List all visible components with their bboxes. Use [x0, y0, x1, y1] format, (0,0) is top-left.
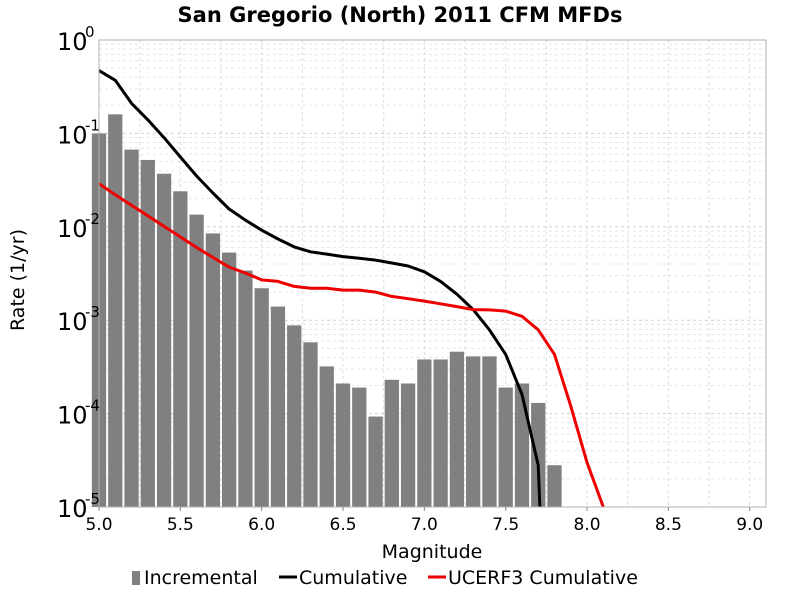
y-tick-exponent: -4	[85, 397, 100, 415]
incremental-bar	[287, 325, 302, 507]
y-tick-base: 10	[57, 28, 88, 56]
y-tick-label: 100	[57, 23, 95, 56]
y-axis-label: Rate (1/yr)	[7, 229, 29, 331]
y-tick-base: 10	[57, 121, 88, 149]
y-tick-label: 10-3	[57, 303, 100, 336]
incremental-bar	[384, 379, 399, 507]
incremental-bar	[547, 465, 562, 507]
incremental-bar	[417, 359, 432, 507]
incremental-bar	[433, 359, 448, 507]
x-tick-label: 6.0	[248, 515, 275, 535]
y-tick-base: 10	[57, 308, 88, 336]
incremental-bar	[205, 233, 221, 507]
y-tick-label: 10-4	[57, 397, 100, 430]
y-tick-exponent: -3	[85, 303, 100, 321]
incremental-bar	[466, 356, 481, 507]
legend-label: Incremental	[144, 567, 258, 589]
incremental-bar	[189, 214, 204, 507]
bars	[91, 114, 562, 508]
x-tick-label: 8.5	[655, 515, 682, 535]
chart-title: San Gregorio (North) 2011 CFM MFDs	[178, 3, 623, 27]
y-tick-base: 10	[57, 215, 88, 243]
legend-label: Cumulative	[299, 567, 407, 589]
x-tick-label: 5.5	[167, 515, 194, 535]
incremental-bar	[140, 159, 155, 507]
incremental-bar	[254, 288, 269, 507]
y-tick-exponent: -1	[85, 116, 100, 134]
y-tick-base: 10	[57, 495, 88, 523]
y-tick-exponent: 0	[85, 23, 95, 41]
incremental-bar	[400, 383, 416, 507]
legend-ucerf3-cumulative: UCERF3 Cumulative	[428, 567, 638, 589]
legend: Incremental Cumulative UCERF3 Cumulative	[132, 567, 638, 589]
incremental-bar	[514, 383, 530, 507]
incremental-bar	[531, 402, 546, 507]
ucerf3-cumulative-line	[98, 182, 605, 508]
legend-swatch	[132, 571, 140, 585]
y-tick-label: 10-1	[57, 116, 100, 149]
incremental-bar	[352, 387, 367, 507]
x-axis: 5.0 5.5 6.0 6.5 7.0 7.5 8.0 8.5 9.0	[85, 507, 763, 535]
y-tick-exponent: -2	[85, 210, 100, 228]
x-tick-label: 9.0	[736, 515, 763, 535]
incremental-bar	[270, 306, 286, 507]
incremental-bar	[319, 366, 334, 507]
incremental-bar	[498, 387, 513, 507]
incremental-bar	[368, 416, 383, 507]
legend-incremental: Incremental	[132, 567, 258, 589]
x-tick-label: 6.5	[330, 515, 357, 535]
y-tick-label: 10-2	[57, 210, 100, 243]
x-tick-label: 7.5	[492, 515, 519, 535]
incremental-bar	[335, 383, 351, 507]
series-lines	[98, 69, 605, 508]
cumulative-line	[98, 69, 542, 508]
incremental-bar	[238, 270, 253, 507]
x-tick-label: 7.0	[411, 515, 438, 535]
x-tick-label: 8.0	[574, 515, 601, 535]
incremental-bar	[303, 342, 318, 507]
y-tick-label: 10-5	[57, 490, 100, 523]
incremental-bar	[482, 356, 497, 507]
x-axis-label: Magnitude	[382, 541, 483, 563]
x-tick-label: 5.0	[85, 515, 112, 535]
y-tick-base: 10	[57, 402, 88, 430]
plot-frame	[98, 39, 767, 508]
incremental-bar	[173, 191, 188, 507]
incremental-bar	[222, 252, 237, 507]
incremental-bar	[124, 149, 139, 508]
incremental-bar	[156, 173, 172, 507]
incremental-bar	[449, 351, 465, 507]
legend-cumulative: Cumulative	[279, 567, 407, 589]
incremental-bar	[108, 114, 123, 507]
y-tick-exponent: -5	[85, 490, 100, 508]
legend-label: UCERF3 Cumulative	[448, 567, 638, 589]
